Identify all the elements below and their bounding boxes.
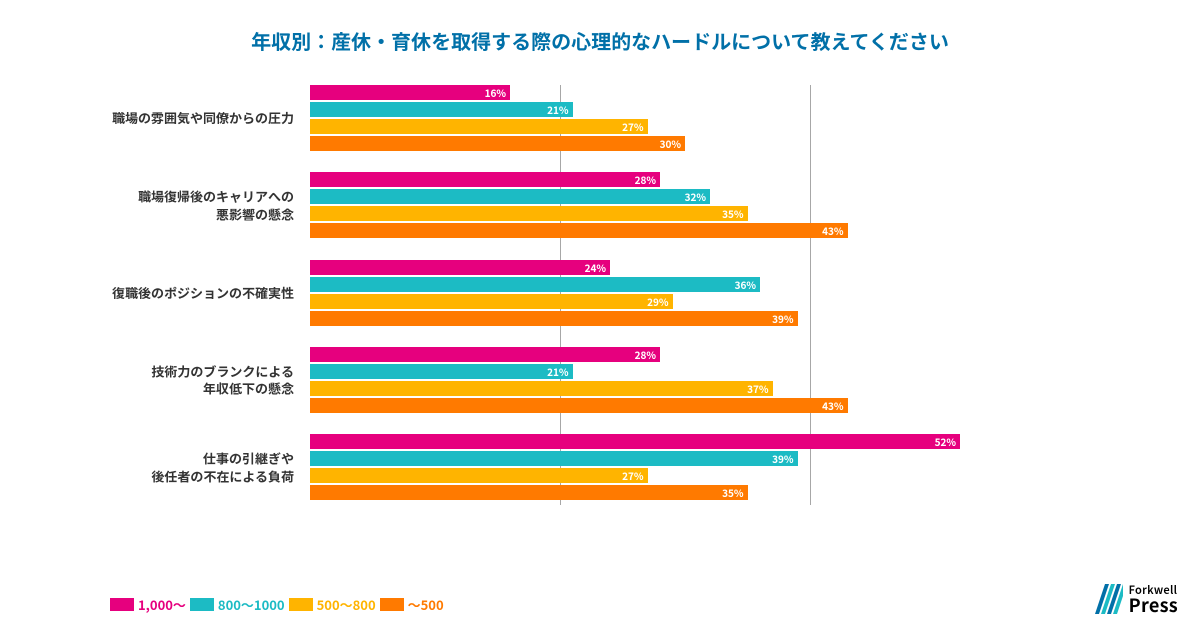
category-label: 仕事の引継ぎや後任者の不在による負荷	[151, 449, 310, 484]
bar-value-label: 36%	[735, 277, 756, 292]
category-group: 職場の雰囲気や同僚からの圧力16%21%27%30%	[310, 85, 1060, 151]
bar-value-label: 29%	[647, 294, 668, 309]
chart-container: 年収別：産休・育休を取得する際の心理的なハードルについて教えてください 職場の雰…	[0, 0, 1200, 630]
bar-value-label: 43%	[822, 223, 843, 238]
bar: 37%	[310, 381, 773, 396]
legend-label: 800〜1000	[218, 595, 285, 614]
bar-value-label: 16%	[485, 85, 506, 100]
bar-set: 24% 36% 29% 39%	[310, 260, 1060, 326]
bar: 43%	[310, 398, 848, 413]
category-label: 職場復帰後のキャリアへの悪影響の懸念	[138, 188, 310, 223]
category-group: 技術力のブランクによる年収低下の懸念28%21%37%43%	[310, 347, 1060, 413]
chart-title: 年収別：産休・育休を取得する際の心理的なハードルについて教えてください	[0, 0, 1200, 55]
legend-label: 500〜800	[317, 595, 376, 614]
bar: 39%	[310, 451, 798, 466]
bar-value-label: 43%	[822, 398, 843, 413]
bar-set: 52% 39% 27% 35%	[310, 434, 1060, 500]
bar: 43%	[310, 223, 848, 238]
category-group: 仕事の引継ぎや後任者の不在による負荷52%39%27%35%	[310, 434, 1060, 500]
bar: 27%	[310, 119, 648, 134]
bar: 27%	[310, 468, 648, 483]
bar-value-label: 35%	[722, 485, 743, 500]
bar: 35%	[310, 206, 748, 221]
bar: 36%	[310, 277, 760, 292]
category-group: 復職後のポジションの不確実性24%36%29%39%	[310, 260, 1060, 326]
legend-item: 800〜1000	[190, 595, 285, 614]
bar: 24%	[310, 260, 610, 275]
legend: 1,000〜 800〜1000 500〜800 〜500	[110, 595, 444, 614]
bar: 32%	[310, 189, 710, 204]
bar-value-label: 39%	[772, 451, 793, 466]
bar-value-label: 28%	[635, 172, 656, 187]
bar: 29%	[310, 294, 673, 309]
bar-value-label: 27%	[622, 119, 643, 134]
category-label: 復職後のポジションの不確実性	[112, 284, 310, 302]
bar-value-label: 39%	[772, 311, 793, 326]
bar-value-label: 37%	[747, 381, 768, 396]
bar: 21%	[310, 102, 573, 117]
bar-set: 28% 32% 35% 43%	[310, 172, 1060, 238]
bar: 52%	[310, 434, 960, 449]
category-label: 職場の雰囲気や同僚からの圧力	[112, 109, 310, 127]
legend-label: 〜500	[408, 595, 444, 614]
bar: 28%	[310, 172, 660, 187]
logo-text-bottom: Press	[1129, 596, 1178, 614]
category-group: 職場復帰後のキャリアへの悪影響の懸念28%32%35%43%	[310, 172, 1060, 238]
bar: 28%	[310, 347, 660, 362]
chart-plot-area: 職場の雰囲気や同僚からの圧力16%21%27%30%職場復帰後のキャリアへの悪影…	[310, 85, 1060, 555]
legend-label: 1,000〜	[138, 595, 186, 614]
bar-value-label: 32%	[685, 189, 706, 204]
legend-swatch	[190, 598, 214, 611]
legend-swatch	[110, 598, 134, 611]
bar-value-label: 28%	[635, 347, 656, 362]
bar-value-label: 52%	[935, 434, 956, 449]
bar-value-label: 21%	[547, 364, 568, 379]
legend-item: 500〜800	[289, 595, 376, 614]
bar-value-label: 30%	[660, 136, 681, 151]
bar-set: 28% 21% 37% 43%	[310, 347, 1060, 413]
bar-value-label: 21%	[547, 102, 568, 117]
bar-value-label: 24%	[585, 260, 606, 275]
bar: 39%	[310, 311, 798, 326]
logo-mark-icon	[1095, 584, 1123, 614]
bar-value-label: 35%	[722, 206, 743, 221]
bar-groups: 職場の雰囲気や同僚からの圧力16%21%27%30%職場復帰後のキャリアへの悪影…	[310, 85, 1060, 555]
legend-item: 1,000〜	[110, 595, 186, 614]
bar-value-label: 27%	[622, 468, 643, 483]
legend-item: 〜500	[380, 595, 444, 614]
bar-set: 16% 21% 27% 30%	[310, 85, 1060, 151]
bar: 35%	[310, 485, 748, 500]
brand-logo: Forkwell Press	[1095, 584, 1178, 614]
bar: 16%	[310, 85, 510, 100]
bar: 30%	[310, 136, 685, 151]
bar: 21%	[310, 364, 573, 379]
category-label: 技術力のブランクによる年収低下の懸念	[151, 362, 310, 397]
legend-swatch	[380, 598, 404, 611]
legend-swatch	[289, 598, 313, 611]
